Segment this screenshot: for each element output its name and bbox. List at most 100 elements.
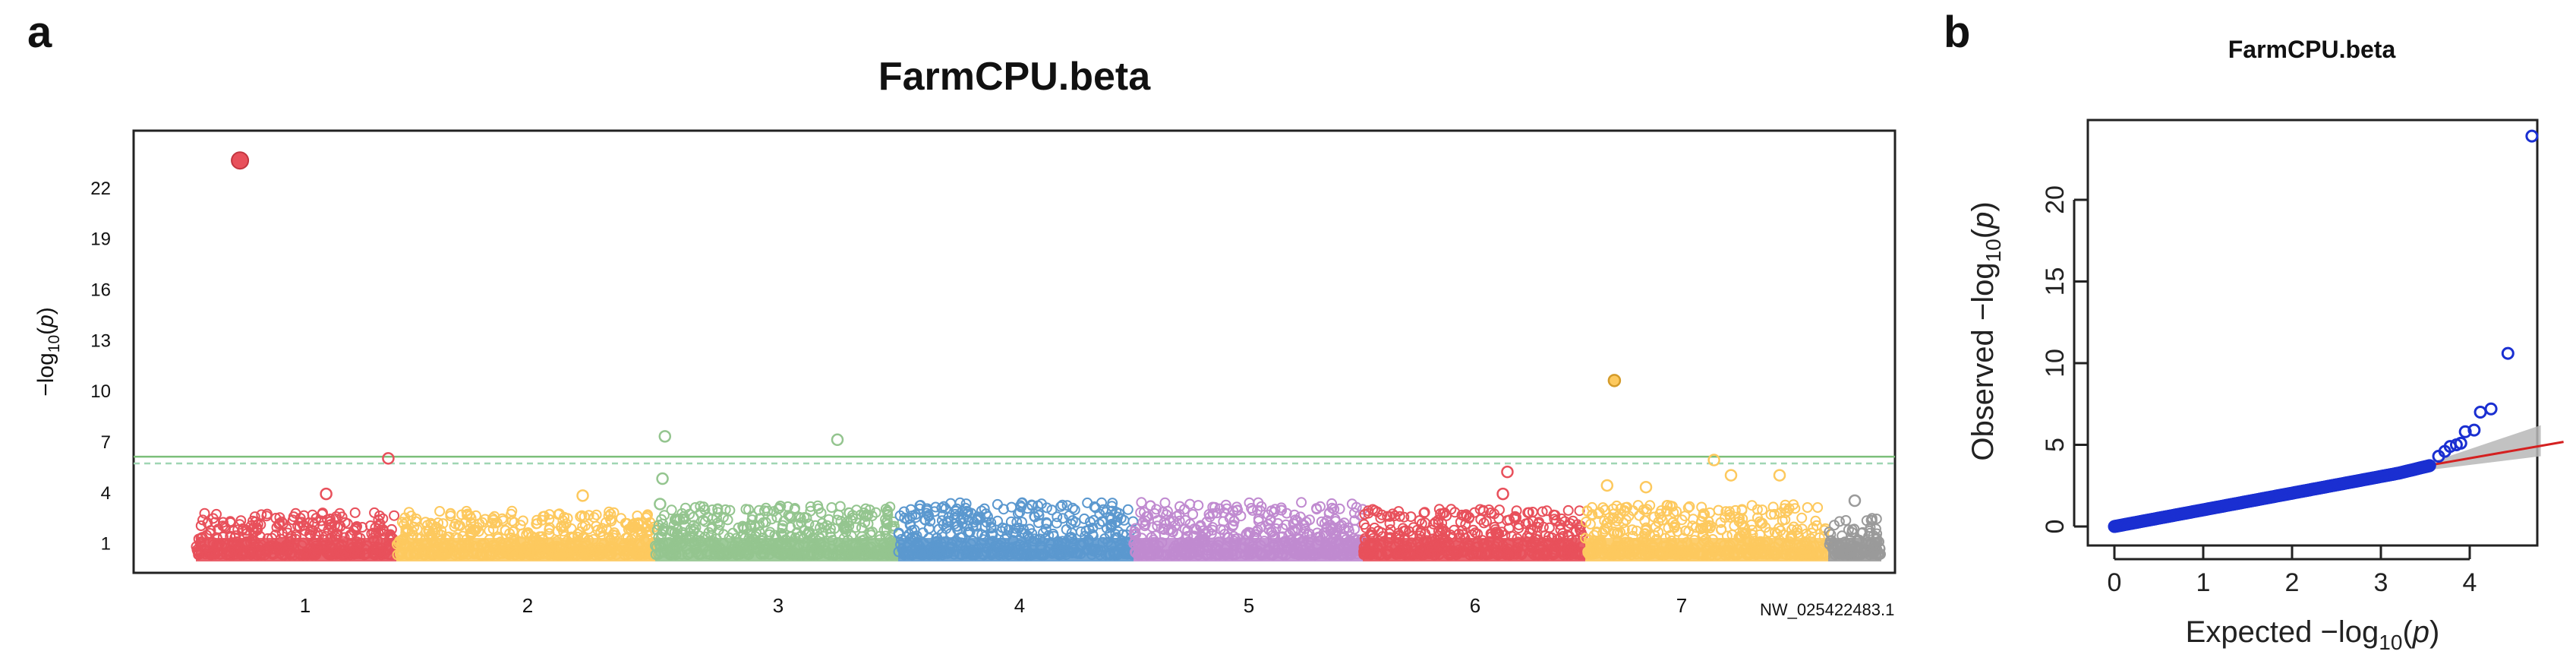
manhattan-point: [1270, 523, 1282, 534]
manhattan-point: [795, 531, 806, 542]
manhattan-point: [1017, 517, 1027, 528]
manhattan-point: [610, 530, 621, 541]
manhattan-point: [484, 525, 495, 536]
manhattan-point: [486, 549, 497, 561]
manhattan-point: [1603, 513, 1615, 523]
manhattan-point: [229, 532, 241, 543]
manhattan-point: [1172, 546, 1184, 558]
manhattan-x-tick-label: 4: [1014, 594, 1025, 617]
manhattan-point: [1268, 541, 1279, 552]
manhattan-point: [1061, 549, 1072, 560]
qq-tail-point: [2474, 406, 2487, 419]
manhattan-point: [1841, 549, 1852, 560]
manhattan-point: [1562, 543, 1574, 555]
manhattan-point: [311, 513, 322, 524]
manhattan-point: [1449, 507, 1461, 518]
manhattan-point: [1806, 527, 1818, 539]
manhattan-point: [656, 532, 667, 543]
manhattan-point: [695, 549, 707, 560]
manhattan-point: [1256, 549, 1268, 561]
manhattan-point: [1107, 498, 1118, 509]
manhattan-point: [1403, 549, 1414, 560]
manhattan-point: [1631, 538, 1642, 549]
manhattan-point: [1400, 549, 1411, 560]
manhattan-point: [516, 536, 527, 547]
manhattan-point: [304, 529, 315, 540]
manhattan-highlighted-points: [231, 151, 1862, 511]
manhattan-point: [349, 507, 361, 518]
manhattan-point: [1237, 542, 1248, 553]
manhattan-point: [207, 536, 219, 548]
manhattan-point: [1174, 508, 1185, 520]
manhattan-point: [411, 533, 423, 544]
manhattan-point: [1752, 512, 1763, 523]
manhattan-point: [1713, 504, 1724, 516]
manhattan-point: [865, 527, 876, 539]
manhattan-y-tick-label: 7: [101, 432, 111, 453]
manhattan-point: [292, 520, 304, 532]
manhattan-point: [607, 541, 618, 552]
manhattan-point: [1011, 517, 1023, 528]
manhattan-point: [702, 549, 713, 560]
manhattan-point: [1052, 511, 1063, 523]
manhattan-point: [1830, 549, 1841, 561]
manhattan-point: [531, 549, 543, 561]
manhattan-point: [1541, 505, 1553, 517]
manhattan-point: [1786, 530, 1797, 542]
manhattan-point: [352, 521, 362, 532]
qq-points: [2108, 129, 2539, 533]
manhattan-point: [1493, 537, 1504, 549]
panel-label-a: a: [27, 8, 52, 57]
manhattan-point: [1358, 542, 1370, 553]
manhattan-y-tick-label: 22: [90, 179, 111, 199]
manhattan-point: [517, 515, 528, 526]
manhattan-point: [861, 509, 872, 520]
manhattan-point: [1141, 537, 1152, 549]
manhattan-point: [325, 533, 336, 544]
manhattan-point: [1534, 517, 1545, 528]
manhattan-point: [1784, 536, 1795, 547]
manhattan-point: [810, 520, 821, 531]
manhattan-point: [722, 514, 733, 526]
manhattan-point: [693, 530, 705, 542]
manhattan-point: [1336, 520, 1348, 531]
manhattan-point: [1833, 549, 1845, 560]
manhattan-point: [406, 526, 418, 537]
manhattan-point: [1408, 522, 1419, 533]
manhattan-point: [967, 520, 979, 532]
manhattan-point: [979, 503, 990, 514]
manhattan-point: [1816, 549, 1827, 560]
manhattan-point: [757, 533, 768, 543]
manhattan-point: [1639, 515, 1651, 526]
manhattan-point: [506, 505, 518, 517]
manhattan-point: [1089, 501, 1100, 512]
manhattan-point: [572, 529, 583, 539]
manhattan-point: [1846, 524, 1858, 536]
manhattan-point: [659, 510, 670, 521]
manhattan-point: [460, 516, 471, 527]
manhattan-point: [1185, 539, 1197, 551]
manhattan-point: [793, 519, 803, 530]
manhattan-point: [1010, 523, 1021, 534]
manhattan-point: [720, 504, 731, 515]
manhattan-point: [1382, 511, 1393, 522]
manhattan-point: [1369, 522, 1380, 533]
manhattan-point: [1122, 504, 1134, 515]
manhattan-point: [639, 549, 651, 560]
manhattan-point: [1140, 515, 1151, 526]
manhattan-point: [1058, 545, 1069, 557]
manhattan-point: [1188, 530, 1200, 542]
manhattan-point: [1376, 549, 1387, 560]
manhattan-point: [926, 545, 938, 556]
manhattan-point: [1841, 542, 1852, 553]
manhattan-point: [1650, 521, 1661, 533]
manhattan-point: [1402, 543, 1413, 555]
manhattan-point: [1041, 502, 1052, 514]
manhattan-point: [248, 526, 260, 538]
manhattan-point: [1335, 520, 1346, 532]
manhattan-point: [706, 523, 717, 534]
manhattan-point: [985, 517, 997, 528]
manhattan-point: [1381, 549, 1392, 561]
manhattan-point: [1810, 515, 1821, 526]
manhattan-point: [1109, 549, 1121, 561]
